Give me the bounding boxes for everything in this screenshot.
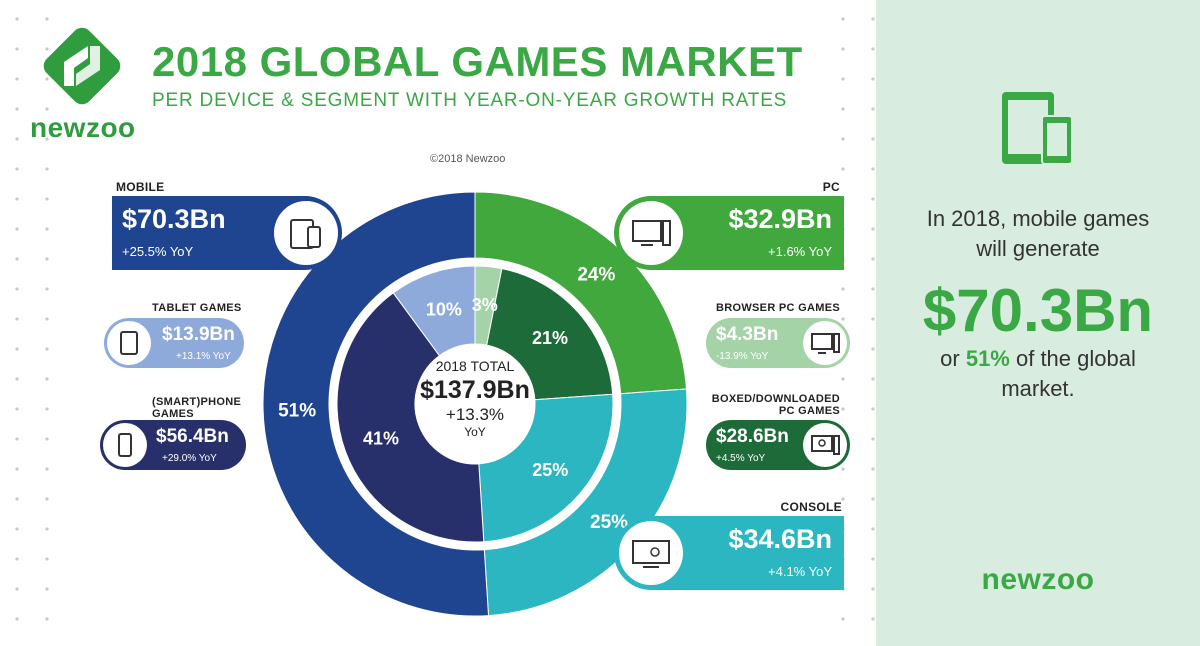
total-label: 2018 TOTAL [435,358,515,374]
phone-icon [103,423,147,467]
tv-gamepad-icon [619,521,683,585]
phone-card: $56.4Bn +29.0% YoY [100,420,246,470]
inner-ring-pct-label: 21% [532,328,568,348]
console-value: $34.6Bn [728,524,832,554]
sidebar-line3-suffix: of the global [1009,346,1136,371]
sidebar-line3: or 51% of the global [880,344,1196,374]
inner-ring-pct-label: 3% [472,295,498,315]
inner-ring-pct-label: 10% [426,299,462,319]
percent-labels: 24% 25% 51% 3% 21% 25% 41% 10% [278,264,628,532]
pc-card: $32.9Bn +1.6% YoY [614,196,844,270]
mobile-card: $70.3Bn +25.5% YoY [112,196,342,270]
sidebar-line1: In 2018, mobile games [926,206,1150,231]
sidebar-big-value: $70.3Bn [922,277,1154,344]
sidebar-line3-prefix: or [940,346,966,371]
mobile-label: MOBILE [116,180,165,194]
decorative-dots-left [0,0,60,646]
console-yoy: +4.1% YoY [768,564,832,579]
sidebar-line2: will generate [976,236,1100,261]
pc-label: PC [822,180,840,194]
browser-monitor-icon [803,321,847,365]
boxed-card: $28.6Bn +4.5% YoY [706,420,850,470]
sidebar-line4: market. [1001,376,1075,401]
browser-value: $4.3Bn [716,324,779,345]
tablet-label: TABLET GAMES [152,302,242,314]
inner-ring-pct-label: 41% [363,428,399,448]
inner-ring [336,265,614,543]
outer-ring-pct-label: 51% [278,400,316,421]
tablet-card: $13.9Bn +13.1% YoY [104,318,244,368]
boxed-value: $28.6Bn [716,426,789,447]
newzoo-logo-icon [43,27,121,105]
mobile-yoy: +25.5% YoY [122,244,194,259]
page-title: 2018 GLOBAL GAMES MARKET [152,38,803,85]
browser-card: $4.3Bn -13.9% YoY [706,318,850,368]
pc-value: $32.9Bn [728,204,832,234]
console-card: $34.6Bn +4.1% YoY [614,516,844,590]
sidebar-line3-pct: 51% [965,346,1010,371]
console-label: CONSOLE [780,500,842,514]
tablet-value: $13.9Bn [162,324,235,345]
download-monitor-icon [803,423,847,467]
total-value: $137.9Bn [420,376,530,404]
boxed-label-line1: BOXED/DOWNLOADED [711,393,840,405]
inner-ring-pct-label: 25% [532,460,568,480]
pc-yoy: +1.6% YoY [768,244,832,259]
total-growth-unit: YoY [464,425,486,439]
outer-ring-slice-mobile [262,191,490,617]
browser-yoy: -13.9% YoY [716,351,769,362]
page-subtitle: PER DEVICE & SEGMENT WITH YEAR-ON-YEAR G… [152,90,788,111]
tablet-phone-icon [274,201,338,265]
desktop-computer-icon [619,201,683,265]
phone-label-line2: GAMES [152,408,194,420]
center-hole [415,344,535,464]
tablet-icon [107,321,151,365]
phone-value: $56.4Bn [156,426,229,447]
logo-text: newzoo [30,112,136,143]
tablet-yoy: +13.1% YoY [176,351,231,362]
boxed-label-line2: PC GAMES [778,405,840,417]
phone-label-line1: (SMART)PHONE [152,396,242,408]
mobile-value: $70.3Bn [122,204,226,234]
devices-icon [1002,92,1073,165]
outer-ring [262,191,688,617]
outer-ring-slice-pc [474,191,688,395]
browser-label: BROWSER PC GAMES [716,302,840,314]
center-total: 2018 TOTAL $137.9Bn +13.3% YoY [403,358,547,439]
copyright-text: ©2018 Newzoo [430,153,506,165]
outer-ring-pct-label: 24% [577,264,615,285]
outer-ring-slice-console [483,388,688,617]
total-growth: +13.3% [445,405,505,424]
sidebar-logo-text: newzoo [981,563,1095,596]
boxed-yoy: +4.5% YoY [716,453,766,464]
boxed-label: BOXED/DOWNLOADED PC GAMES [660,393,840,417]
outer-ring-pct-label: 25% [590,512,628,533]
phone-label: (SMART)PHONE GAMES [152,396,241,420]
phone-yoy: +29.0% YoY [162,453,217,464]
